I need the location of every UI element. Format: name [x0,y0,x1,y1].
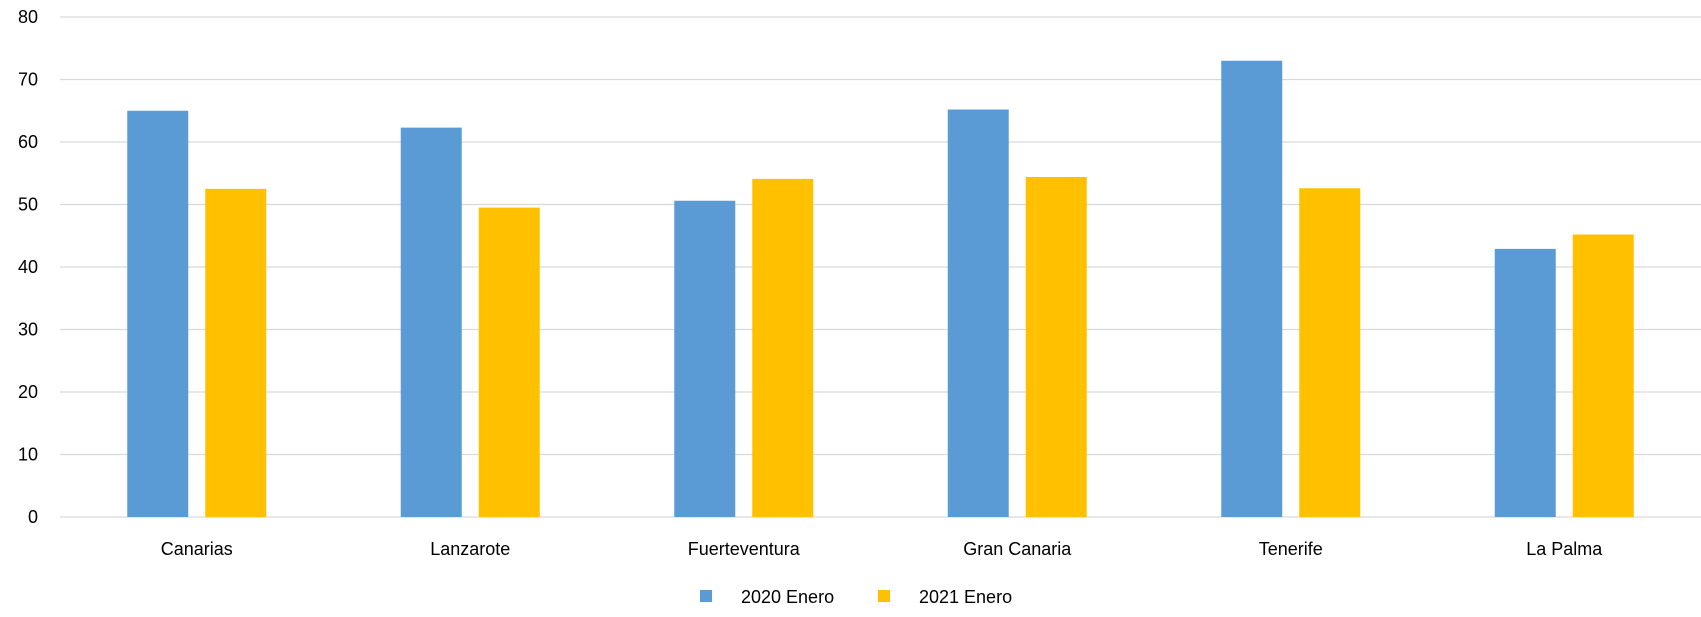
y-tick-label-50: 50 [18,195,38,215]
bar-tenerife-2020-enero [1221,60,1283,517]
y-tick-label-40: 40 [18,257,38,277]
y-tick-label-30: 30 [18,320,38,340]
x-category-label-canarias: Canarias [161,539,233,559]
legend-label-2021-enero: 2021 Enero [919,587,1012,607]
legend-swatch-2020-enero [700,590,712,602]
legend-label-2020-enero: 2020 Enero [741,587,834,607]
y-tick-label-80: 80 [18,7,38,27]
y-tick-label-60: 60 [18,132,38,152]
bar-gran-canaria-2020-enero [947,109,1009,517]
x-category-label-gran-canaria: Gran Canaria [963,539,1072,559]
x-category-label-fuerteventura: Fuerteventura [688,539,801,559]
bar-lanzarote-2020-enero [400,127,462,517]
x-category-label-tenerife: Tenerife [1259,539,1323,559]
bar-fuerteventura-2020-enero [674,200,736,517]
y-axis-tick-labels: 0 10 20 30 40 50 60 70 80 [18,7,38,527]
x-axis-category-labels: Canarias Lanzarote Fuerteventura Gran Canar… [161,539,1604,559]
bar-gran-canaria-2021-enero [1025,177,1087,517]
bar-fuerteventura-2021-enero [752,178,814,517]
bar-canarias-2020-enero [127,110,189,517]
legend-swatch-2021-enero [878,590,890,602]
gridlines [60,16,1701,518]
y-tick-label-20: 20 [18,382,38,402]
bars [127,60,1634,517]
bar-lanzarote-2021-enero [478,207,540,517]
bar-la-palma-2020-enero [1494,248,1556,517]
x-category-label-lanzarote: Lanzarote [430,539,510,559]
y-tick-label-10: 10 [18,445,38,465]
y-tick-label-70: 70 [18,70,38,90]
bar-la-palma-2021-enero [1572,234,1634,517]
x-category-label-la-palma: La Palma [1526,539,1603,559]
legend: 2020 Enero 2021 Enero [700,587,1012,607]
bar-canarias-2021-enero [205,188,267,517]
y-tick-label-0: 0 [28,507,38,527]
bar-tenerife-2021-enero [1299,188,1361,517]
